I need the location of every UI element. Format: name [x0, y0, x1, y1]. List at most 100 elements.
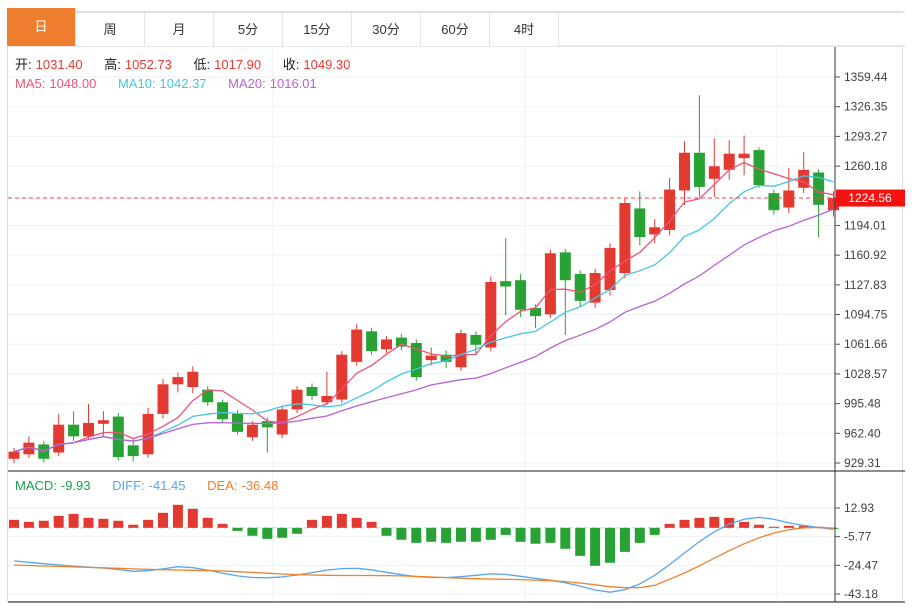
axis-tick-label: 1293.27 [844, 129, 888, 143]
macd-bar [560, 527, 571, 549]
tab-4hour[interactable]: 4时 [490, 12, 559, 46]
macd-bar [426, 527, 437, 542]
ma20-value: 1016.01 [269, 76, 317, 91]
candle-body [410, 343, 422, 378]
low-value: 1017.90 [214, 57, 262, 72]
candle-body [634, 208, 646, 238]
candle-body [574, 273, 586, 301]
macd-bar [634, 527, 645, 543]
high-label: 高: [104, 57, 121, 72]
candle-body [813, 172, 825, 205]
axis-tick-label: 1061.66 [844, 337, 888, 351]
axis-labels: 1359.44 1326.35 1293.27 1260.18 1194.01 1160.… [835, 70, 888, 601]
macd-bar [679, 519, 690, 528]
dea-label: DEA: [207, 478, 238, 493]
tab-week[interactable]: 周 [76, 12, 145, 46]
candle-body [708, 166, 720, 179]
ma10-value: 1042.37 [159, 76, 207, 91]
macd-bar [53, 515, 64, 528]
ma10-label: MA10: [117, 76, 156, 91]
candle-body [97, 420, 109, 424]
dea-value: -36.48 [241, 478, 279, 493]
macd-bar [470, 527, 481, 542]
diff-label: DIFF: [112, 478, 145, 493]
axis-tick-label: 962.40 [844, 426, 881, 440]
axis-tick-label: 1260.18 [844, 159, 888, 173]
macd-value: -9.93 [60, 478, 91, 493]
last-price-badge: 1224.56 [836, 189, 905, 207]
axis-tick-label: 1028.57 [844, 367, 888, 381]
candle-body [425, 355, 437, 361]
macd-bar [768, 526, 779, 528]
candle-body [112, 416, 124, 457]
candle-body [485, 282, 497, 348]
candle-body [530, 308, 541, 317]
axis-tick-label: 1094.75 [844, 308, 888, 322]
macd-bar [143, 519, 154, 528]
macd-bar [277, 527, 288, 538]
axis-tick-label: 1160.92 [844, 248, 887, 262]
macd-bar [38, 520, 49, 528]
candle-body [619, 203, 631, 274]
macd-bar [187, 508, 198, 528]
macd-bar [158, 512, 168, 528]
macd-bar [396, 527, 407, 540]
axis-tick-label: 1326.35 [844, 100, 888, 114]
candle-body [723, 153, 735, 170]
low-label: 低: [193, 57, 211, 72]
macd-bar [664, 523, 675, 528]
candle-body [261, 421, 273, 428]
macd-bar [68, 513, 79, 528]
macd-bar [113, 520, 124, 528]
macd-bar [515, 527, 526, 542]
macd-bar [545, 527, 556, 543]
macd-bar [292, 527, 303, 534]
dea-line [13, 526, 834, 589]
candle-body [53, 424, 65, 453]
macd-bar [456, 527, 466, 542]
candle-body [8, 451, 20, 459]
candle-body [768, 193, 780, 211]
ma-readout: MA5: 1048.00 MA10: 1042.37 MA20: 1016.01 [15, 76, 321, 91]
macd-bar [500, 527, 511, 535]
candle-body [664, 189, 676, 230]
axis-tick-label: -24.47 [844, 558, 878, 572]
tab-month[interactable]: 月 [145, 12, 214, 46]
candlestick-macd-chart[interactable]: 1359.44 1326.35 1293.27 1260.18 1194.01 1160.… [8, 46, 905, 603]
macd-bar [441, 527, 452, 543]
tab-30min[interactable]: 30分 [352, 12, 421, 46]
axis-tick-label: 12.93 [844, 501, 874, 515]
candles [8, 95, 839, 464]
candle-body [366, 331, 378, 352]
macd-bar [172, 504, 183, 528]
tab-5min[interactable]: 5分 [214, 12, 283, 46]
candle-body [23, 442, 35, 455]
macd-bar [366, 521, 377, 528]
macd-bar [783, 525, 794, 528]
tab-60min[interactable]: 60分 [421, 12, 490, 46]
macd-bar [351, 517, 362, 528]
macd-bar [619, 527, 630, 552]
candle-body [381, 339, 392, 350]
tab-day[interactable]: 日 [7, 8, 76, 46]
candle-body [559, 252, 571, 281]
macd-bar [590, 527, 601, 566]
tab-15min[interactable]: 15分 [283, 12, 352, 46]
candle-body [738, 153, 750, 159]
open-label: 开: [15, 57, 32, 72]
axis-tick-label: 929.31 [844, 456, 881, 470]
candle-body [604, 247, 616, 291]
candle-body [544, 253, 556, 315]
candle-body [202, 389, 214, 403]
macd-bar [381, 527, 392, 536]
macd-bar [530, 527, 541, 544]
diff-line [13, 516, 834, 593]
macd-bar [247, 527, 258, 536]
ma5-value: 1048.00 [49, 76, 97, 91]
diff-value: -41.45 [148, 478, 186, 493]
close-label: 收: [282, 57, 300, 72]
macd-histogram [9, 504, 839, 566]
candle-body [306, 386, 318, 396]
macd-bar [9, 519, 19, 528]
candle-body [187, 371, 199, 387]
